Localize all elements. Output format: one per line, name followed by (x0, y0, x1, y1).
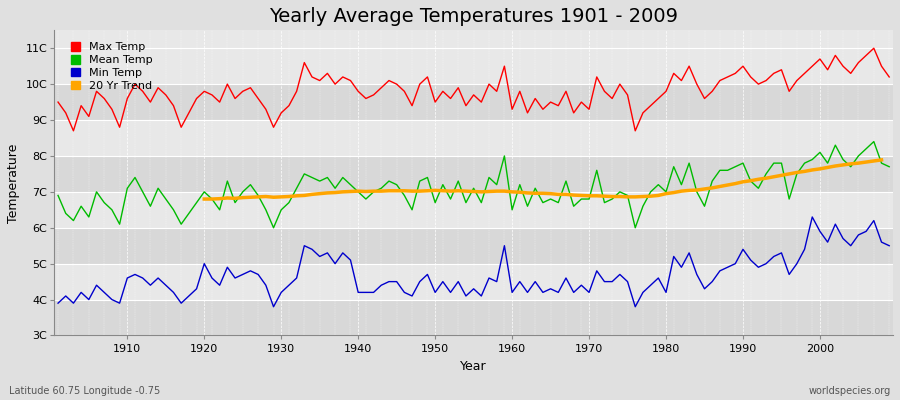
Text: worldspecies.org: worldspecies.org (809, 386, 891, 396)
Bar (54, 228, 893, 264)
Bar (54, 264, 893, 300)
Y-axis label: Temperature: Temperature (7, 143, 20, 222)
Text: Latitude 60.75 Longitude -0.75: Latitude 60.75 Longitude -0.75 (9, 386, 160, 396)
Bar (54, 156, 893, 192)
X-axis label: Year: Year (460, 360, 487, 373)
Bar (54, 300, 893, 336)
Bar (54, 84, 893, 120)
Legend: Max Temp, Mean Temp, Min Temp, 20 Yr Trend: Max Temp, Mean Temp, Min Temp, 20 Yr Tre… (68, 39, 157, 94)
Bar (54, 48, 893, 84)
Title: Yearly Average Temperatures 1901 - 2009: Yearly Average Temperatures 1901 - 2009 (269, 7, 678, 26)
Bar (54, 120, 893, 156)
Bar (54, 192, 893, 228)
